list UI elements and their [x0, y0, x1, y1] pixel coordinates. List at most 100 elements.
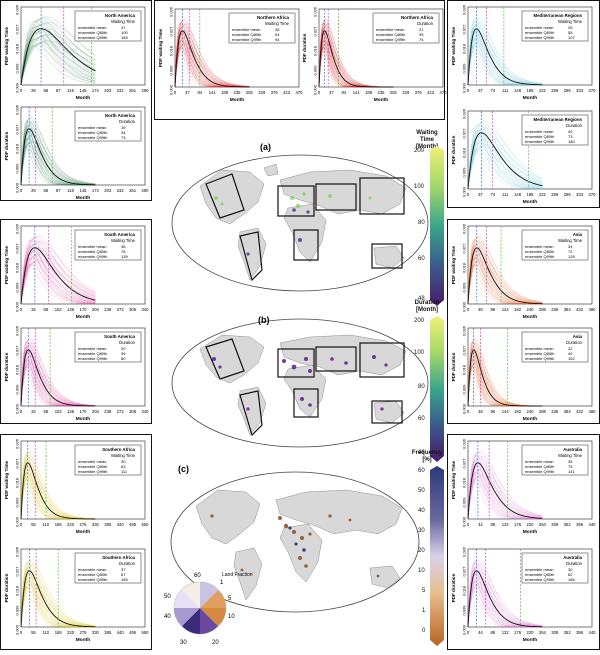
- pdf-plot: 0 44 88 132 176 220 264 308 352 396 440 Month 0.000 0…: [451, 546, 596, 643]
- chart-australia-waiting: 0 44 88 132 176 220 264 308 352 396 440 Month 0.000 0…: [450, 437, 596, 535]
- stats-box: [74, 552, 142, 584]
- x-tick-label: 330: [92, 522, 100, 527]
- panel-mediterranean: 0 37 74 111 148 185 222 259 296 333 370 Month 0.000 0…: [447, 0, 600, 208]
- x-tick-label: 111: [502, 192, 509, 197]
- ensemble-member-curve: [20, 256, 96, 305]
- y-tick-label: 0.036: [462, 325, 467, 336]
- ensemble-member-curve: [20, 257, 96, 305]
- ensemble-member-curve: [467, 457, 543, 520]
- ensemble-member-curve: [20, 27, 96, 86]
- ensemble-member-curve: [467, 141, 543, 190]
- stat-label: ensemble Q80th: [232, 32, 261, 37]
- x-tick-label: 384: [564, 307, 572, 312]
- x-tick-label: 352: [564, 630, 572, 635]
- ensemble-member-curve: [467, 561, 543, 628]
- x-tick-label: 141: [209, 90, 217, 95]
- ensemble-member-curve: [20, 263, 96, 305]
- ensemble-member-curve: [467, 21, 543, 86]
- x-tick-label: 432: [576, 307, 584, 312]
- ensemble-member-curve: [20, 258, 96, 305]
- x-tick-label: 306: [129, 409, 137, 414]
- ensemble-member-curve: [20, 144, 96, 186]
- ensemble-member-curve: [20, 264, 96, 305]
- x-tick-label: 238: [104, 307, 112, 312]
- x-tick-label: 0: [467, 88, 470, 93]
- ensemble-member-curve: [20, 123, 96, 186]
- x-tick-label: 102: [55, 409, 63, 414]
- x-tick-label: 0: [20, 522, 23, 527]
- y-tick-label: 0.000: [15, 516, 20, 527]
- y-tick-label: 0.000: [462, 624, 467, 635]
- ensemble-member-curve: [20, 16, 96, 86]
- ensemble-member-curve: [467, 460, 543, 520]
- x-tick-label: 55: [31, 522, 36, 527]
- ensemble-member-curve: [467, 467, 543, 520]
- y-tick-label: 0.036: [15, 223, 20, 234]
- x-tick-label: 370: [589, 192, 597, 197]
- y-tick-label: 0.009: [462, 384, 467, 395]
- stats-box: [74, 331, 142, 363]
- plot-frame: [20, 548, 146, 628]
- ensemble-member-curve: [467, 41, 543, 86]
- x-tick-label: 0: [20, 88, 23, 93]
- stats-box: [521, 552, 589, 584]
- ensemble-member-curve: [467, 587, 543, 628]
- x-tick-label: 74: [490, 88, 495, 93]
- ensemble-member-curve: [467, 565, 543, 628]
- region-title: Northern Africa: [401, 15, 434, 20]
- stat-value: 94: [275, 37, 280, 42]
- x-tick-label: 440: [589, 522, 597, 527]
- stat-label: ensemble Q99th: [78, 356, 107, 361]
- pdf-plot: 0 55 110 165 220 275 330 385 440 495 550 Month 0.000…: [4, 546, 149, 643]
- pie-label-20: 20: [212, 640, 219, 646]
- stat-label: ensemble Q80th: [525, 249, 554, 254]
- ensemble-member-curve: [467, 236, 543, 305]
- ensemble-member-curve: [467, 574, 543, 628]
- stat-label: ensemble mean: [525, 346, 553, 351]
- x-tick-label: 495: [129, 522, 137, 527]
- y-axis-label: PDF duration: [4, 131, 9, 160]
- x-tick-label: 141: [353, 90, 361, 95]
- stat-value: 54: [275, 32, 280, 37]
- x-tick-label: 176: [514, 522, 522, 527]
- colorbar-b-tick-0: 200: [414, 318, 425, 324]
- stat-value: 20: [121, 346, 126, 351]
- ensemble-mean-curve: [20, 128, 96, 186]
- x-tick-label: 0: [20, 630, 23, 635]
- x-tick-label: 220: [527, 630, 535, 635]
- x-tick-label: 384: [564, 409, 572, 414]
- ensemble-member-curve: [467, 149, 543, 190]
- x-axis-label: Month: [76, 314, 90, 320]
- x-tick-label: 74: [490, 192, 495, 197]
- x-axis-label: Month: [523, 95, 537, 101]
- stats-box: [74, 110, 142, 142]
- y-tick-label: 0.036: [15, 325, 20, 336]
- stat-label: ensemble Q99th: [78, 469, 107, 474]
- ensemble-member-curve: [20, 248, 96, 305]
- ensemble-mean-curve: [467, 28, 543, 86]
- ensemble-member-curve: [174, 23, 250, 88]
- panel-asia: 0 48 96 144 192 240 288 336 384 432 480 Month 0.000 0…: [447, 219, 600, 424]
- stat-value: 139: [121, 254, 128, 259]
- ensemble-member-curve: [467, 239, 543, 305]
- x-tick-label: 480: [589, 307, 597, 312]
- panel-south-america: 0 34 68 102 136 170 204 238 272 306 340 Month 0.000 0…: [0, 219, 152, 424]
- x-tick-label: 0: [318, 90, 321, 95]
- stat-label: ensemble Q99th: [525, 356, 554, 361]
- colorbar-c-tick-8: 0: [422, 628, 426, 634]
- stats-box: [521, 331, 589, 363]
- ensemble-member-curve: [467, 253, 543, 305]
- stat-value: 73: [568, 134, 573, 139]
- ensemble-member-curve: [20, 562, 96, 628]
- pie-label-60: 60: [194, 573, 201, 579]
- y-tick-label: 0.000: [15, 403, 20, 414]
- y-tick-label: 0.009: [462, 605, 467, 616]
- ensemble-member-curve: [467, 135, 543, 190]
- x-tick-label: 264: [539, 522, 547, 527]
- ensemble-mean-curve: [467, 132, 543, 190]
- y-axis-label: PDF waiting Time: [158, 28, 163, 67]
- ensemble-member-curve: [20, 116, 96, 186]
- ensemble-member-curve: [467, 29, 543, 86]
- x-tick-label: 235: [378, 90, 386, 95]
- plot-frame: [467, 440, 593, 520]
